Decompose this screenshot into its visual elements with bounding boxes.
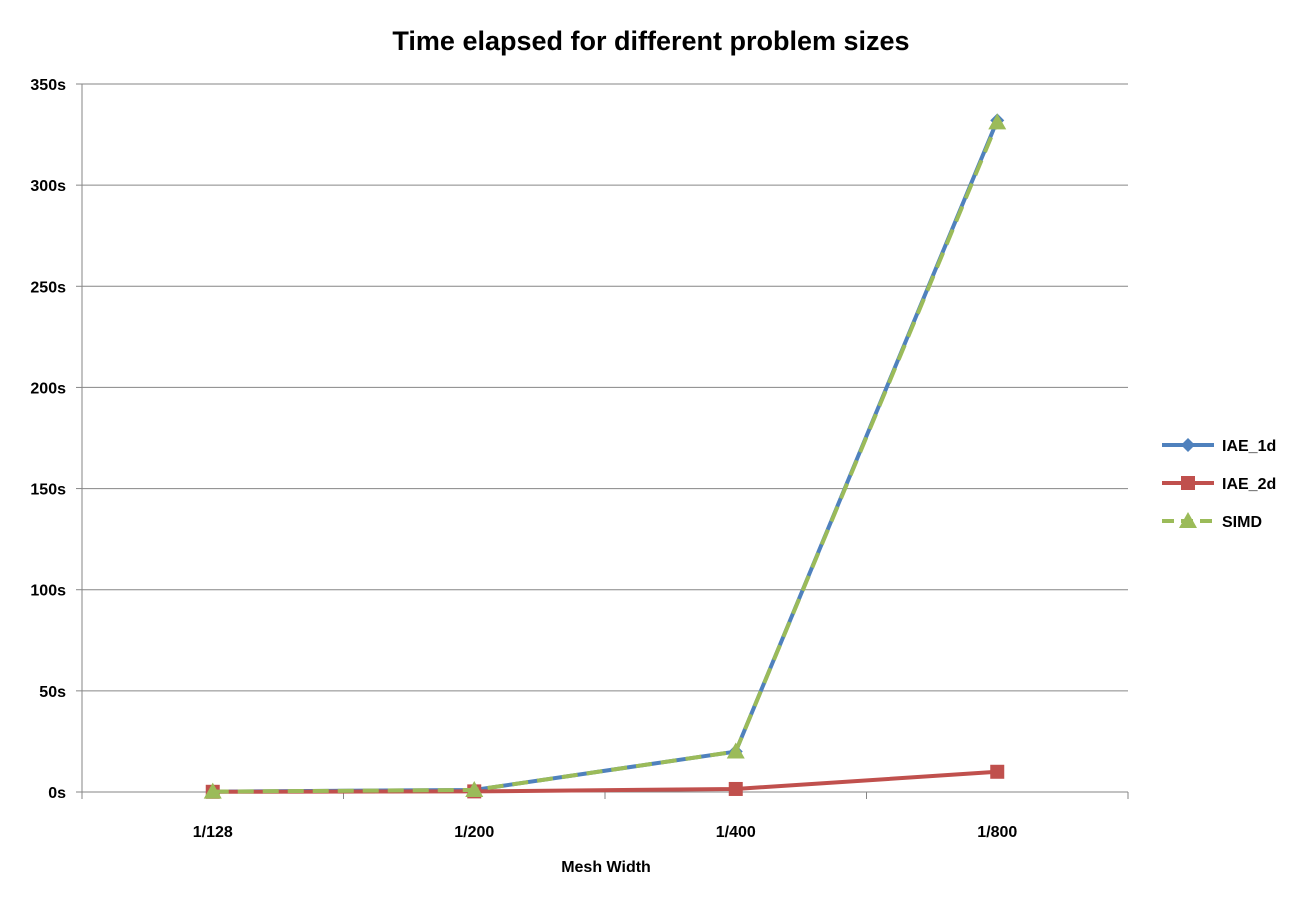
data-point bbox=[465, 780, 484, 797]
chart-title: Time elapsed for different problem sizes bbox=[392, 26, 909, 56]
data-point bbox=[990, 764, 1005, 779]
y-tick-label: 0s bbox=[48, 785, 66, 802]
legend-item: IAE_1d bbox=[1162, 438, 1276, 455]
legend-label: IAE_1d bbox=[1222, 438, 1276, 455]
legend-marker bbox=[1181, 438, 1195, 452]
x-axis-label: Mesh Width bbox=[561, 859, 651, 876]
legend-label: IAE_2d bbox=[1222, 476, 1276, 493]
legend-label: SIMD bbox=[1222, 514, 1262, 531]
y-axis-ticks: 0s 50s 100s 150s 200s 250s 300s 350s bbox=[30, 77, 66, 802]
y-tick-label: 150s bbox=[30, 482, 66, 499]
y-tick-label: 100s bbox=[30, 583, 66, 600]
data-point bbox=[726, 742, 745, 759]
y-tick-label: 350s bbox=[30, 77, 66, 94]
legend-marker bbox=[1181, 476, 1195, 490]
y-tick-label: 250s bbox=[30, 279, 66, 296]
x-tick-label: 1/800 bbox=[977, 824, 1017, 841]
gridlines bbox=[82, 83, 1128, 692]
series-line bbox=[212, 769, 998, 794]
legend: IAE_1d IAE_2d SIMD bbox=[1162, 438, 1276, 531]
x-tick-label: 1/400 bbox=[716, 824, 756, 841]
y-tick-label: 50s bbox=[39, 684, 66, 701]
x-tick-label: 1/200 bbox=[454, 824, 494, 841]
y-tick-label: 300s bbox=[30, 178, 66, 195]
data-point bbox=[203, 782, 222, 799]
y-tick-label: 200s bbox=[30, 380, 66, 397]
legend-item: SIMD bbox=[1162, 512, 1262, 531]
series-lines bbox=[203, 113, 1007, 799]
series-SIMD bbox=[203, 113, 1007, 799]
series-IAE_1d bbox=[205, 113, 1005, 799]
x-axis-ticks: 1/128 1/200 1/400 1/800 bbox=[193, 824, 1018, 841]
legend-item: IAE_2d bbox=[1162, 476, 1276, 493]
legend-marker bbox=[1179, 512, 1197, 528]
series-line bbox=[212, 121, 1000, 794]
data-point bbox=[988, 113, 1007, 130]
data-point bbox=[728, 781, 743, 796]
x-tick-label: 1/128 bbox=[193, 824, 233, 841]
